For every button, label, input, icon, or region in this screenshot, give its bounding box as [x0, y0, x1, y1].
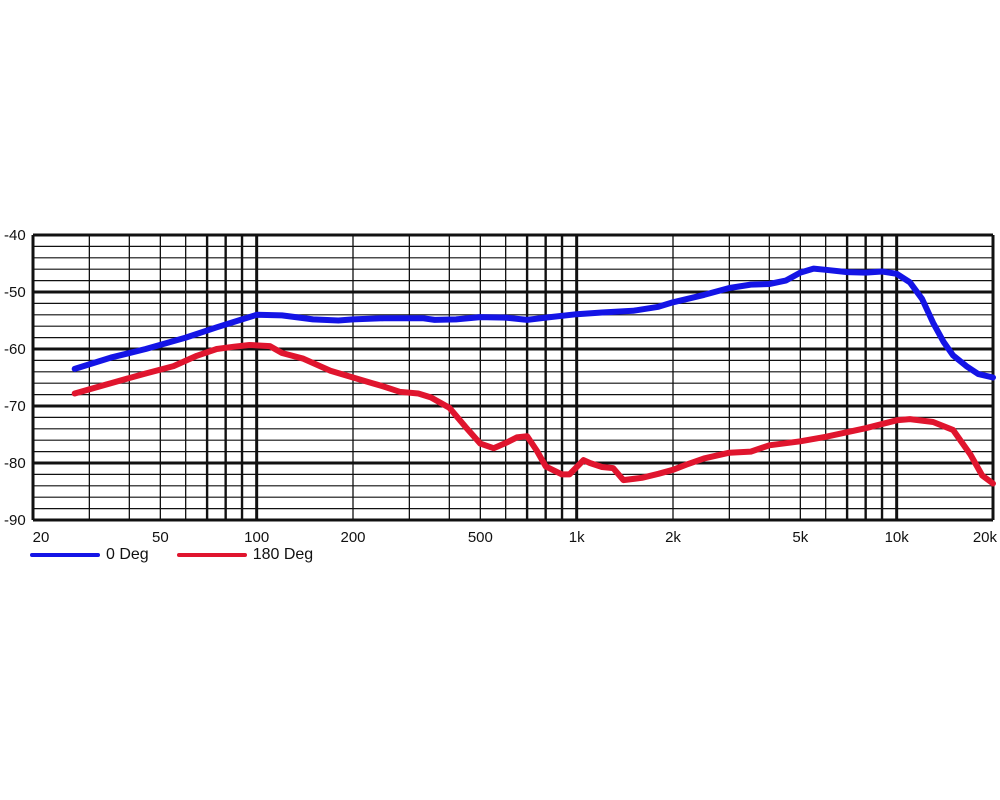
x-tick-label: 5k — [792, 529, 808, 546]
x-tick-label: 100 — [244, 529, 269, 546]
legend-swatch-180-deg — [176, 553, 247, 557]
y-tick-label: -60 — [4, 341, 26, 358]
series-lines — [71, 265, 996, 487]
y-tick-label: -40 — [4, 227, 26, 244]
series-line-0-deg — [71, 265, 996, 381]
x-tick-label: 200 — [340, 529, 365, 546]
legend-label-0-deg: 0 Deg — [106, 546, 149, 563]
horizontal-gridlines — [33, 233, 993, 522]
legend: 0 Deg 180 Deg — [30, 546, 341, 564]
x-axis-tick-labels: 20 50 100 200 500 1k 2k 5k 10k 20k — [33, 529, 998, 546]
x-tick-label: 50 — [152, 529, 169, 546]
x-tick-label: 20 — [33, 529, 50, 546]
x-tick-label: 1k — [569, 529, 585, 546]
x-tick-label: 10k — [885, 529, 910, 546]
legend-label-180-deg: 180 Deg — [252, 546, 314, 563]
y-axis-tick-labels: -40 -50 -60 -70 -80 -90 — [4, 227, 26, 529]
y-tick-label: -90 — [4, 512, 26, 529]
legend-item-180-deg: 180 Deg — [176, 546, 314, 564]
x-tick-label: 20k — [973, 529, 998, 546]
y-tick-label: -70 — [4, 398, 26, 415]
x-tick-label: 500 — [468, 529, 493, 546]
legend-item-0-deg: 0 Deg — [30, 546, 149, 564]
y-tick-label: -50 — [4, 284, 26, 301]
y-tick-label: -80 — [4, 455, 26, 472]
series-line-180-deg — [71, 342, 996, 487]
vertical-gridlines — [31, 235, 995, 520]
x-tick-label: 2k — [665, 529, 681, 546]
legend-swatch-0-deg — [30, 553, 100, 557]
